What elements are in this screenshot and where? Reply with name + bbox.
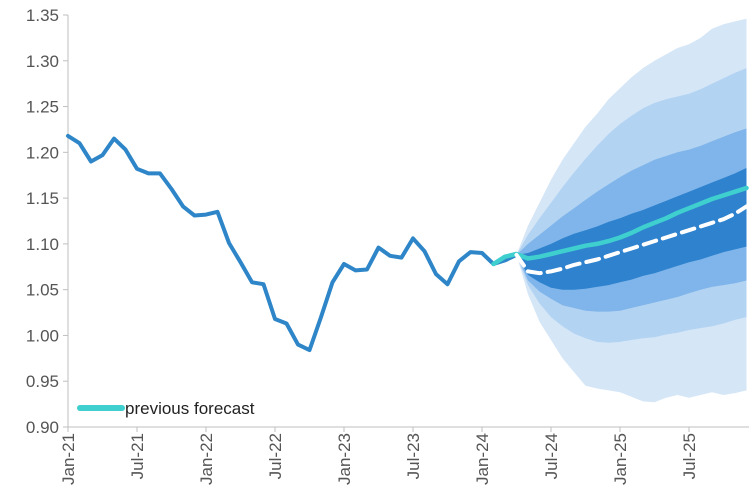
x-tick-label: Jul-21 — [128, 433, 147, 479]
y-tick-label: 1.10 — [26, 235, 59, 254]
y-tick-label: 1.35 — [26, 6, 59, 25]
y-tick-label: 1.15 — [26, 189, 59, 208]
series-line-previous-forecast — [491, 185, 749, 267]
x-tick-label: Jan-25 — [611, 433, 630, 485]
forecast-band-inner — [516, 167, 747, 290]
y-tick-label: 0.95 — [26, 372, 59, 391]
x-tick-label: Jan-23 — [335, 433, 354, 485]
y-tick-label: 1.25 — [26, 98, 59, 117]
y-tick-label: 1.20 — [26, 143, 59, 162]
forecast-bands — [516, 18, 747, 403]
x-tick-label: Jan-22 — [197, 433, 216, 485]
x-tick-label: Jul-22 — [266, 433, 285, 479]
series-lines — [66, 133, 749, 353]
x-tick-label: Jul-25 — [680, 433, 699, 479]
series-line-actual — [66, 133, 519, 353]
y-tick-label: 1.05 — [26, 281, 59, 300]
x-tick-label: Jul-24 — [542, 433, 561, 479]
legend: previous forecast — [77, 399, 255, 418]
y-tick-label: 1.00 — [26, 326, 59, 345]
x-tick-label: Jan-21 — [59, 433, 78, 485]
x-tick-label: Jan-24 — [473, 433, 492, 485]
y-tick-label: 0.90 — [26, 418, 59, 437]
series-line-central-forecast — [514, 204, 749, 276]
y-tick-label: 1.30 — [26, 52, 59, 71]
axes: 1.35 1.30 1.25 1.20 1.15 1.10 1.05 1.00 0.95 0.90… — [26, 6, 749, 485]
legend-label-previous-forecast: previous forecast — [125, 399, 255, 418]
x-tick-label: Jul-23 — [404, 433, 423, 479]
